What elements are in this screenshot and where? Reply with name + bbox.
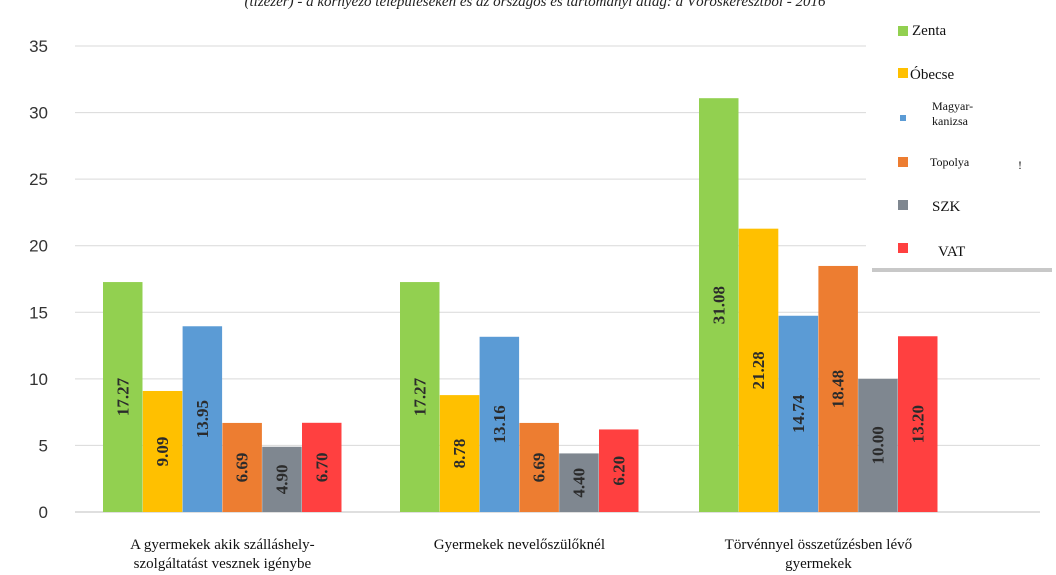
bar-value-label: 10.00: [868, 426, 887, 464]
y-tick-label: 35: [29, 37, 48, 56]
bar: [439, 395, 480, 512]
bar-value-label: 18.48: [829, 370, 848, 408]
bar-value-label: 8.78: [450, 439, 469, 469]
bar: [222, 422, 262, 512]
bar: [479, 336, 520, 512]
category-label: szolgáltatást vesznek igénybe: [134, 556, 312, 572]
bar-value-label: 6.20: [609, 456, 628, 486]
bar-value-label: 4.40: [569, 468, 588, 498]
legend-label: Topolya: [930, 155, 970, 169]
bar-value-label: 4.90: [272, 465, 291, 495]
legend-label: Zenta: [912, 23, 946, 39]
bar: [302, 422, 342, 512]
bar: [818, 265, 858, 512]
y-tick-label: 5: [39, 436, 48, 455]
legend-shadow: [872, 268, 1052, 272]
bar: [858, 378, 898, 512]
x-axis-categories: A gyermekek akik szálláshely-szolgáltatá…: [130, 537, 912, 572]
bar-value-label: 13.95: [193, 400, 212, 438]
bar-value-label: 6.69: [233, 453, 252, 483]
legend-label: kanizsa: [932, 114, 969, 128]
y-tick-label: 15: [29, 303, 48, 322]
bar: [898, 336, 938, 512]
legend-swatch: [900, 115, 906, 121]
category-label: A gyermekek akik szálláshely-: [130, 537, 315, 553]
bar: [519, 422, 559, 512]
legend-label: VAT: [938, 244, 965, 260]
bar: [142, 390, 183, 512]
bar-value-label: 13.20: [908, 405, 927, 443]
y-tick-label: 25: [29, 170, 48, 189]
y-tick-label: 10: [29, 370, 48, 389]
bar: [599, 429, 639, 512]
bar-value-label: 17.27: [113, 377, 132, 416]
bar-value-label: 6.70: [312, 453, 331, 483]
legend-label: Óbecse: [910, 66, 954, 83]
bars: 17.27 9.09 13.95 6.69 4.90 6.70 17.27 8.78 13.16…: [103, 98, 938, 512]
bar-value-label: 9.09: [153, 437, 172, 467]
bar: [559, 453, 599, 512]
legend-swatch: [898, 157, 908, 167]
legend-box: [866, 0, 1056, 268]
category-label: Törvénnyel összetűzésben lévő: [725, 537, 912, 553]
bar: [103, 282, 143, 512]
bar: [778, 315, 819, 512]
y-tick-label: 20: [29, 237, 48, 256]
y-tick-label: 30: [29, 104, 48, 123]
legend-swatch: [898, 26, 908, 36]
category-label: Gyermekek nevelőszülőknél: [434, 537, 605, 553]
legend-label: Magyar-: [932, 99, 973, 113]
legend-label: SZK: [932, 199, 961, 215]
bar: [400, 282, 440, 512]
legend-swatch: [898, 243, 908, 253]
bar-value-label: 6.69: [530, 453, 549, 483]
bar-value-label: 17.27: [410, 377, 429, 416]
legend-swatch: [898, 68, 908, 78]
bar-value-label: 13.16: [490, 405, 509, 443]
legend: Zenta Óbecse Magyar-kanizsa Topolya SZK VAT!: [866, 0, 1056, 272]
legend-swatch: [898, 200, 908, 210]
chart-title: (tízezer) - a környező településeken és …: [244, 0, 826, 10]
bar-value-label: 14.74: [789, 394, 808, 433]
bar: [738, 228, 779, 512]
stray-mark: !: [1018, 158, 1022, 172]
bar: [262, 446, 302, 512]
category-label: gyermekek: [785, 556, 852, 572]
y-tick-label: 0: [39, 503, 48, 522]
bar: [182, 326, 223, 512]
bar-value-label: 31.08: [709, 286, 728, 324]
bar: [699, 98, 739, 512]
bar-value-label: 21.28: [749, 351, 768, 389]
y-axis-ticks: 0 5 10 15 20 25 30 35: [29, 37, 48, 522]
